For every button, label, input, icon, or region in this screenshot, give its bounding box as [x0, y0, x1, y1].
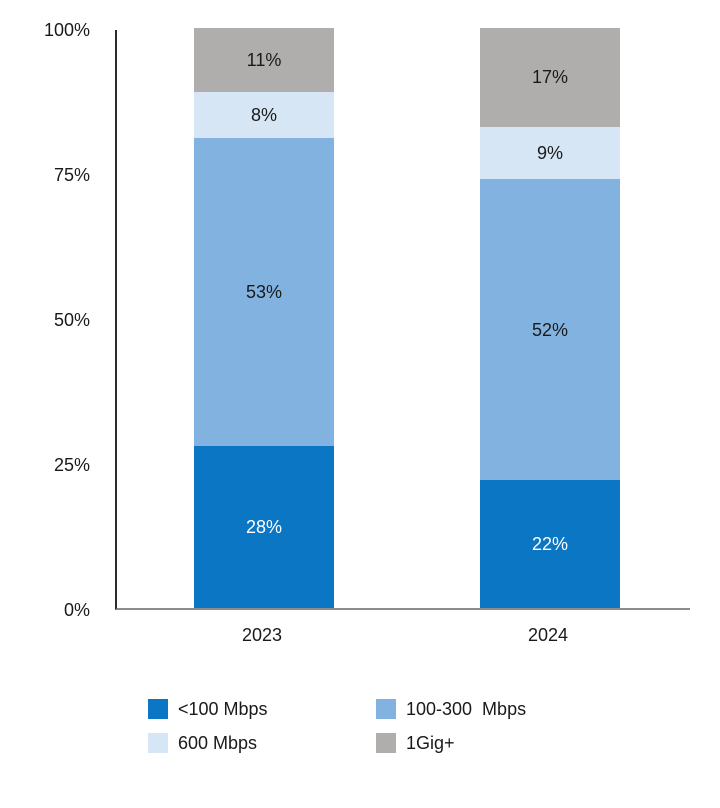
legend-label: 1Gig+ — [406, 732, 455, 753]
bar-segment: 53% — [194, 138, 334, 446]
legend-label: <100 Mbps — [178, 698, 268, 719]
segment-value-label: 53% — [245, 281, 283, 302]
y-tick-label: 75% — [53, 165, 90, 185]
x-tick-label: 2024 — [527, 625, 569, 645]
legend-swatch — [376, 699, 396, 719]
segment-value-label: 28% — [245, 516, 283, 537]
bar-segment: 8% — [194, 91, 334, 139]
stacked-bar-2024: 22% 52% 9% 17% — [480, 28, 620, 608]
segment-value-label: 52% — [531, 319, 569, 340]
legend-item: <100 Mbps — [148, 696, 376, 722]
segment-value-label: 9% — [536, 142, 563, 163]
legend-label: 100-300 Mbps — [406, 698, 527, 719]
legend-swatch — [148, 733, 168, 753]
bar-segment: 52% — [480, 178, 620, 481]
legend: <100 Mbps 100-300 Mbps 600 Mbps 1Gig+ — [148, 696, 526, 756]
legend-item: 600 Mbps — [148, 730, 376, 756]
bar-segment: 28% — [194, 445, 334, 608]
segment-value-label: 8% — [250, 105, 277, 126]
segment-value-label: 17% — [531, 67, 569, 88]
bar-segment: 17% — [480, 28, 620, 127]
y-tick-label: 0% — [63, 600, 90, 620]
plot-area: 28% 53% 8% 11% 22% 52% 9% 17% — [115, 28, 690, 610]
segment-value-label: 22% — [531, 534, 569, 555]
legend-swatch — [148, 699, 168, 719]
legend-item: 100-300 Mbps — [376, 696, 526, 722]
segment-value-label: 11% — [246, 49, 282, 70]
y-tick-label: 25% — [53, 455, 90, 475]
bar-segment: 9% — [480, 126, 620, 179]
legend-swatch — [376, 733, 396, 753]
bar-segment: 11% — [194, 28, 334, 92]
legend-label: 600 Mbps — [178, 732, 258, 753]
bar-segment: 22% — [480, 480, 620, 608]
y-axis-ticks: 0% 25% 50% 75% 100% — [0, 21, 90, 619]
x-axis-labels: 2023 2024 — [115, 626, 690, 650]
y-tick-label: 100% — [43, 20, 90, 40]
y-tick-label: 50% — [53, 310, 90, 330]
legend-item: 1Gig+ — [376, 730, 526, 756]
x-tick-label: 2023 — [241, 625, 283, 645]
stacked-bar-2023: 28% 53% 8% 11% — [194, 28, 334, 608]
